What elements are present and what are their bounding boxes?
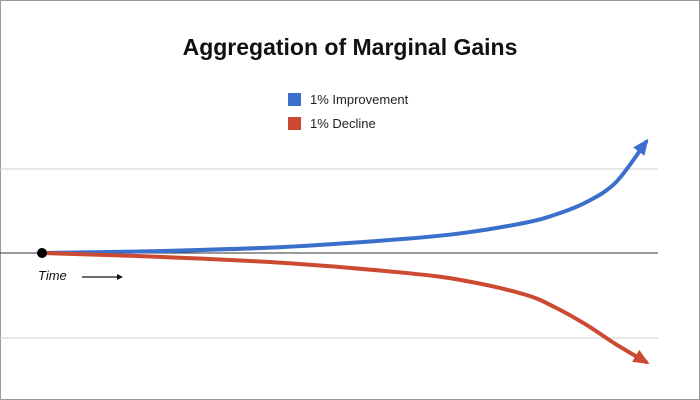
chart-title: Aggregation of Marginal Gains [182, 34, 518, 60]
series-line-improvement [40, 140, 648, 255]
x-axis-label-text: Time [38, 268, 67, 283]
arrow-right-icon [82, 273, 124, 280]
series-line-decline [40, 251, 648, 364]
arrowhead-improvement [633, 138, 649, 156]
legend-label-improvement: 1% Improvement [310, 91, 409, 107]
legend-label-decline: 1% Decline [310, 115, 376, 131]
legend-item-decline: 1% Decline [288, 115, 376, 131]
legend-item-improvement: 1% Improvement [288, 91, 408, 107]
arrowhead-decline [632, 349, 650, 365]
x-axis-label: Time [38, 268, 124, 283]
legend-swatch-improvement [288, 92, 301, 106]
origin-point [37, 248, 47, 258]
legend-swatch-decline [288, 116, 301, 130]
